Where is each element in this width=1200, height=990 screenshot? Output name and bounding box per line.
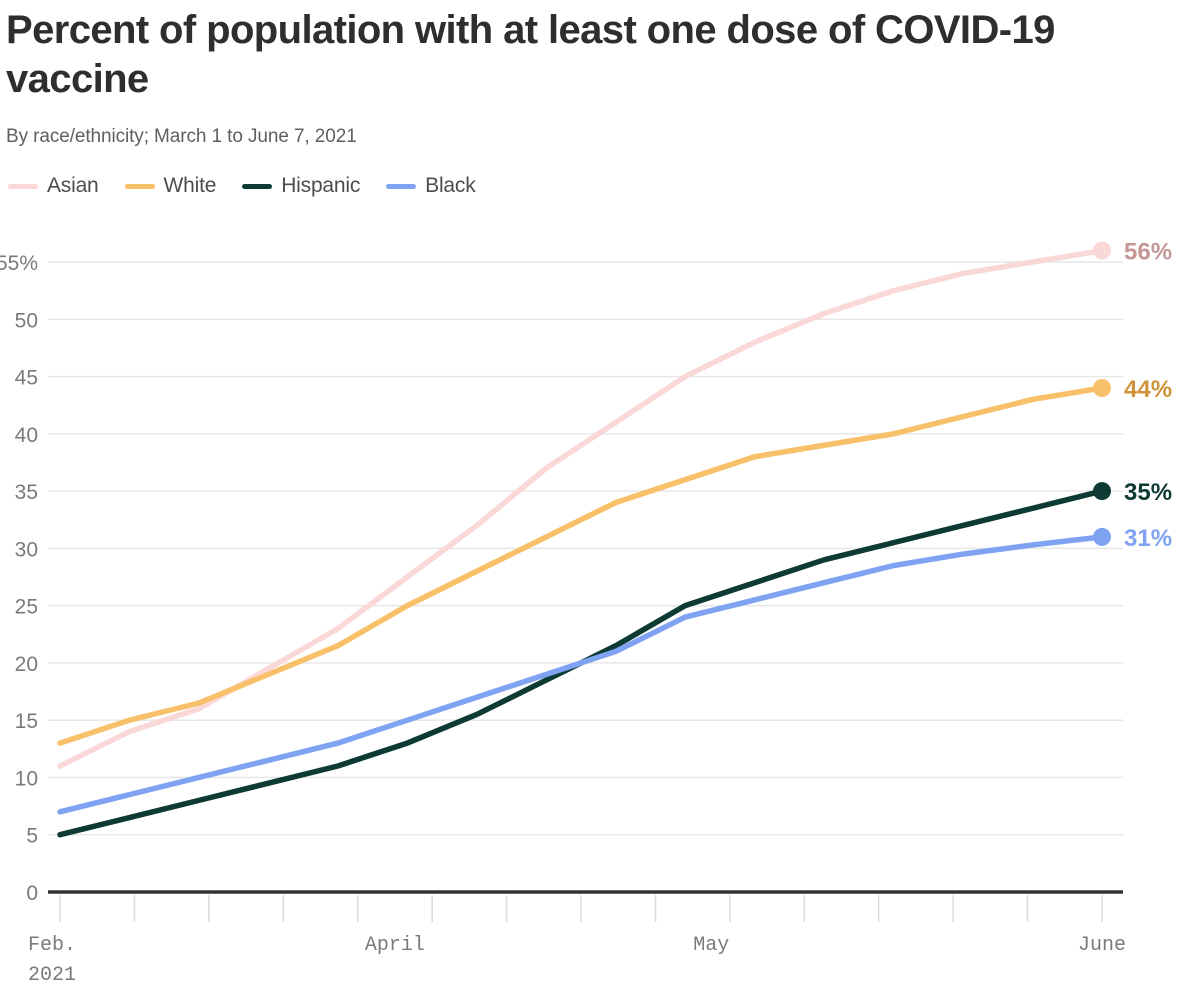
series-endpoint-white [1093, 379, 1111, 397]
series-end-label-asian: 56% [1124, 240, 1172, 266]
legend-swatch-icon [386, 183, 417, 189]
y-axis-tick-label: 40 [15, 424, 38, 447]
legend-item-hispanic[interactable]: Hispanic [242, 174, 360, 198]
legend-label: Black [425, 174, 476, 198]
y-axis-tick-label: 15 [15, 710, 38, 733]
series-line-asian [57, 247, 1105, 769]
x-axis-tick-label-year: 2021 [28, 964, 76, 987]
series-endpoint-black [1093, 527, 1111, 546]
y-axis-tick-label: 35 [15, 481, 38, 504]
legend-item-asian[interactable]: Asian [8, 174, 99, 198]
y-axis-tick-label: 25 [15, 596, 38, 619]
line-chart: 0 5 10 15 20 25 30 35 40 45 50 55% Feb. 2021 April May J… [0, 240, 1172, 987]
legend-item-black[interactable]: Black [386, 174, 476, 198]
legend-swatch-icon [8, 183, 38, 189]
y-axis-tick-label: 5 [26, 825, 38, 848]
chart-legend: Asian White Hispanic Black [8, 174, 1180, 198]
series-end-label-black: 31% [1124, 525, 1172, 552]
series-line-black [57, 534, 1105, 815]
series-endpoint-hispanic [1093, 482, 1111, 501]
legend-item-white[interactable]: White [124, 174, 217, 198]
page-title: Percent of population with at least one … [6, 8, 1055, 102]
y-axis-tick-label: 20 [15, 653, 38, 676]
series-end-label-hispanic: 35% [1124, 479, 1172, 506]
legend-swatch-icon [124, 183, 155, 189]
y-axis-tick-label: 45 [15, 367, 38, 390]
y-axis-tick-label: 30 [15, 538, 38, 561]
y-axis-tick-label: 10 [15, 767, 38, 790]
chart-header: Percent of population with at least one … [0, 0, 1200, 198]
x-axis-tick-label: Feb. [28, 934, 76, 957]
series-line-white [57, 385, 1105, 746]
y-axis-tick-label: 55% [0, 252, 38, 275]
y-axis-tick-label: 0 [26, 882, 38, 905]
x-axis-tick-label: April [365, 934, 425, 957]
legend-swatch-icon [242, 183, 273, 189]
y-axis-tick-label: 50 [15, 309, 38, 332]
series-endpoint-asian [1093, 241, 1111, 260]
legend-label: Hispanic [281, 174, 361, 198]
x-axis-tick-label: June [1078, 934, 1126, 957]
series-end-label-white: 44% [1124, 376, 1172, 403]
chart-subtitle: By race/ethnicity; March 1 to June 7, 20… [6, 126, 357, 148]
x-axis-tick-label: May [693, 934, 729, 957]
legend-label: Asian [47, 174, 99, 198]
legend-label: White [163, 174, 217, 198]
chart-plot-area: 0 5 10 15 20 25 30 35 40 45 50 55% Feb. 2021 April May J… [0, 240, 1200, 990]
